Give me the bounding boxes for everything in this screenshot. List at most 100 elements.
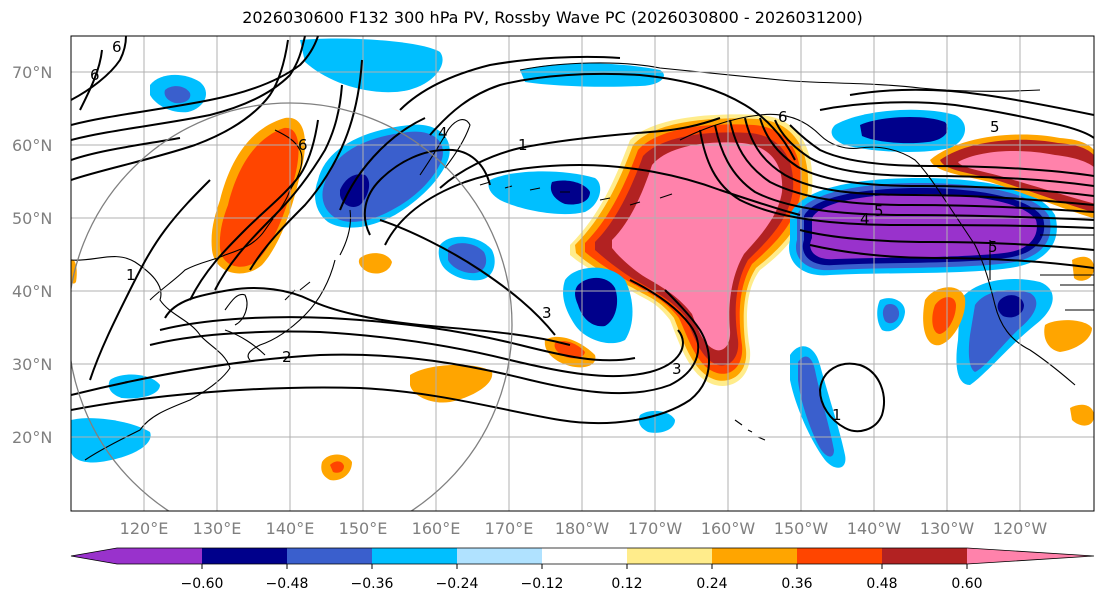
contour-label: 5: [874, 202, 884, 220]
contour-label: 6: [778, 108, 788, 126]
contour-line: [71, 36, 306, 141]
pacific-blob-1-navy: [575, 277, 618, 327]
contour-line: [339, 117, 426, 211]
subtropic-orange-1: [410, 364, 493, 403]
range-circle: [71, 102, 513, 511]
contour-line: [759, 117, 1094, 197]
colorbar-swatch: [542, 548, 627, 564]
contour-label: 2: [282, 348, 292, 366]
mid-blob: [638, 410, 675, 433]
colorbar-tick-label: −0.36: [351, 576, 394, 592]
contour-label: 3: [542, 304, 552, 322]
contour-line: [189, 119, 319, 301]
colorbar-tick-label: −0.60: [181, 576, 224, 592]
japan-trough-navy: [340, 174, 370, 207]
colorbar-tick-label: 0.24: [696, 576, 727, 592]
pacific-blob-3-navy: [550, 180, 590, 205]
colorbar-swatch: [627, 548, 712, 564]
subtropic-orange-4-red: [932, 297, 956, 334]
contour-line: [149, 329, 684, 378]
lat-label: 20°N: [12, 428, 52, 447]
contour-line: [789, 124, 1094, 177]
colorbar-min-extension: [71, 548, 117, 564]
contour-line: [71, 279, 700, 396]
colorbar-swatch: [202, 548, 287, 564]
lon-label: 140°W: [847, 519, 902, 538]
contour-line: [439, 117, 721, 189]
subtropic-orange-3: [358, 253, 392, 274]
contour-line: [379, 219, 556, 336]
colorbar-swatch: [882, 548, 967, 564]
contour-line: [399, 55, 621, 111]
contour-label: 1: [832, 406, 842, 424]
contour-label: 1: [126, 266, 136, 284]
contour-line: [214, 84, 343, 291]
colorbar-tick-label: 0.60: [951, 576, 982, 592]
pv-contours: [71, 36, 1094, 433]
lon-label: 120°W: [993, 519, 1048, 538]
contour-labels: 6 6 6 4 1 1 2 3 3 1 4 5 5 6 5: [90, 38, 1000, 424]
map-frame: [70, 35, 1095, 512]
arctic-blob: [520, 63, 664, 87]
colorbar-tick-label: 0.36: [781, 576, 812, 592]
contour-label: 1: [518, 136, 528, 154]
subtropic-orange-6-red: [330, 461, 344, 473]
contour-line: [89, 179, 211, 381]
contour-line: [71, 39, 289, 181]
contour-line: [164, 287, 571, 346]
contour-line: [71, 36, 127, 101]
contour-line: [774, 119, 1094, 187]
colorbar-swatch: [797, 548, 882, 564]
lat-label: 30°N: [12, 355, 52, 374]
contour-label: 5: [990, 118, 1000, 136]
colorbar-ticks: [201, 564, 968, 569]
colorbar-swatch: [287, 548, 372, 564]
philippine-blob: [71, 418, 151, 463]
colorbar-swatch: [712, 548, 797, 564]
lon-label: 170°E: [485, 519, 534, 538]
contour-line: [818, 362, 885, 433]
contour-label: 6: [298, 136, 308, 154]
lon-label: 150°W: [774, 519, 829, 538]
lon-label: 160°W: [701, 519, 756, 538]
sw-blob: [108, 374, 160, 399]
colorbar-outline: [70, 547, 1095, 565]
subtropic-orange-5: [1044, 320, 1092, 352]
contour-label: 5: [988, 238, 998, 256]
contour-line: [714, 124, 1094, 221]
baja-blob-navy: [997, 295, 1024, 318]
longitude-labels: 120°E 130°E 140°E 150°E 160°E 170°E 180°…: [120, 519, 1048, 538]
lon-label: 120°E: [120, 519, 169, 538]
colorbar-swatch: [117, 548, 202, 564]
arctic-blob-2: [300, 38, 443, 93]
contour-line: [249, 59, 363, 271]
siberia-blob-royal: [164, 86, 191, 104]
contour-line: [159, 316, 636, 362]
contour-label: 4: [860, 210, 870, 228]
colorbar-swatch: [372, 548, 457, 564]
lat-label: 40°N: [12, 282, 52, 301]
na-borders: [989, 234, 1094, 311]
lon-label: 140°E: [266, 519, 315, 538]
colorbar-tick-label: −0.24: [436, 576, 479, 592]
lon-label: 130°W: [920, 519, 975, 538]
colorbar-swatch: [457, 548, 542, 564]
contour-line: [849, 88, 1094, 116]
hawaii-streak-royal: [798, 356, 834, 457]
nw-ridge-pink: [958, 150, 1094, 204]
map-title: 2026030600 F132 300 hPa PV, Rossby Wave …: [242, 8, 863, 27]
lat-label: 60°N: [12, 136, 52, 155]
contour-line: [809, 244, 1094, 269]
contour-line: [744, 117, 1094, 206]
lon-label: 170°W: [628, 519, 683, 538]
lat-label: 70°N: [12, 63, 52, 82]
colorbar-tick-label: 0.12: [611, 576, 642, 592]
colorbar-tick-label: 0.48: [866, 576, 897, 592]
contour-line: [799, 229, 1094, 251]
contour-line: [429, 72, 796, 161]
contour-line: [729, 119, 1094, 213]
latitude-labels: 70°N 60°N 50°N 40°N 30°N 20°N: [12, 63, 52, 447]
contour-label: 4: [438, 124, 448, 142]
colorbar: −0.60 −0.48 −0.36 −0.24 −0.12 0.12 0.24 …: [70, 547, 1095, 592]
lon-label: 160°E: [412, 519, 461, 538]
